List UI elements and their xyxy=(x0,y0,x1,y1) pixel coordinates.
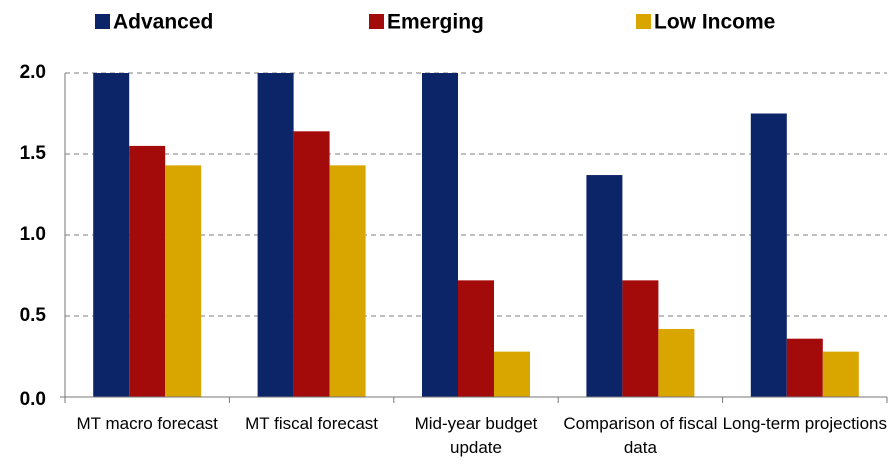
bar xyxy=(586,175,623,397)
x-tick-label-box: MT macro forecast xyxy=(76,414,218,433)
legend-swatch xyxy=(636,14,651,29)
y-tick-label: 1.5 xyxy=(20,143,47,164)
bar xyxy=(129,145,166,397)
bar xyxy=(165,165,202,397)
x-tick-label-box: Comparison of fiscal data xyxy=(563,414,718,457)
legend-swatch xyxy=(369,14,384,29)
bar xyxy=(93,73,130,397)
bar xyxy=(622,280,659,397)
x-tick-label-box: MT fiscal forecast xyxy=(245,414,379,433)
x-tick-label-box: Long-term projections xyxy=(722,414,887,433)
x-tick-label: Mid-year budget update xyxy=(414,414,538,457)
x-tick-label: MT fiscal forecast xyxy=(245,414,379,433)
y-tick-label: 1.0 xyxy=(20,224,46,245)
bar xyxy=(458,280,494,397)
y-tick-label: 0.0 xyxy=(20,389,46,410)
bar xyxy=(658,328,695,397)
y-tick-label: 0.5 xyxy=(20,305,47,326)
bar xyxy=(786,338,823,397)
legend-swatch xyxy=(95,14,110,29)
legend-label: Emerging xyxy=(387,11,484,34)
bar xyxy=(293,131,330,397)
bar xyxy=(822,351,859,397)
y-tick-label: 2.0 xyxy=(20,62,46,83)
bar xyxy=(750,113,787,397)
bar xyxy=(257,73,294,397)
legend-label: Low Income xyxy=(654,11,775,34)
x-tick-label: Comparison of fiscal data xyxy=(563,414,718,457)
x-tick-label-box: Mid-year budget update xyxy=(414,414,538,457)
legend-label: Advanced xyxy=(113,11,213,34)
x-tick-label: MT macro forecast xyxy=(76,414,218,433)
bar xyxy=(422,73,458,397)
bar xyxy=(329,165,366,397)
x-tick-label: Long-term projections xyxy=(722,414,887,433)
bar xyxy=(494,351,530,397)
